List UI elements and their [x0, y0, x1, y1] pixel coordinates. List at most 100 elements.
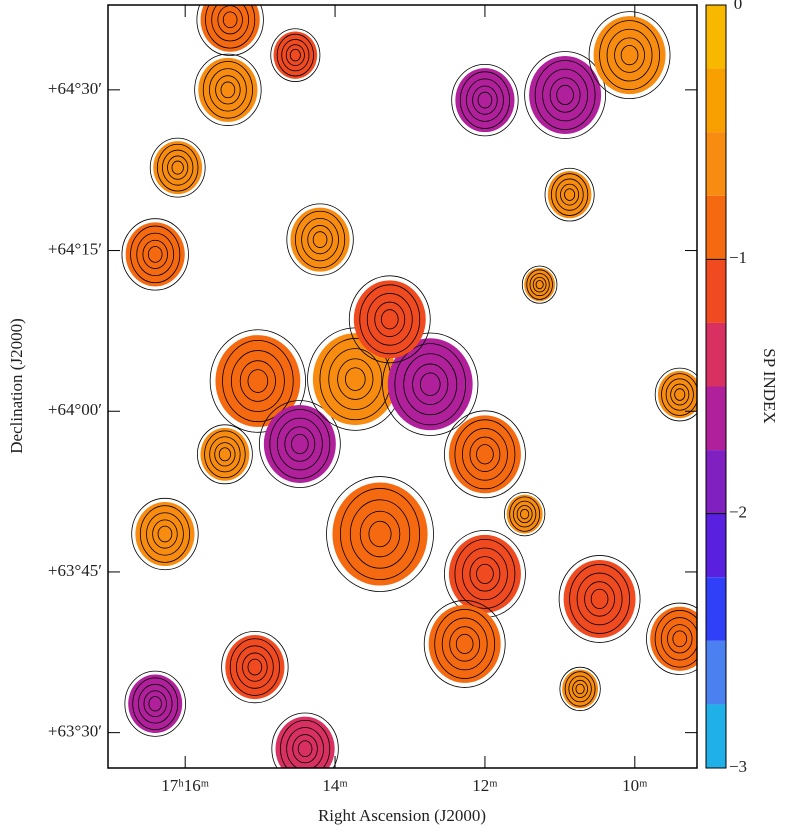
contour [235, 645, 274, 689]
contour [143, 690, 167, 718]
x-tick-label: 14ᵐ [322, 776, 347, 795]
source [225, 635, 285, 700]
contour [146, 512, 184, 556]
source [529, 55, 602, 134]
contour [423, 600, 506, 688]
source [215, 335, 301, 427]
contour [455, 633, 474, 654]
contour [559, 666, 601, 712]
contour [136, 232, 175, 277]
contour [472, 85, 498, 115]
contour [477, 91, 493, 109]
contour [564, 188, 576, 201]
colorbar-label: SP INDEX [760, 348, 779, 423]
contour [564, 671, 596, 707]
contour [509, 496, 541, 532]
contour [503, 491, 546, 537]
contour [196, 5, 264, 56]
contour [337, 358, 374, 400]
contour [209, 68, 247, 112]
contour [661, 373, 697, 416]
contour [394, 343, 466, 426]
source [448, 534, 521, 613]
contour [674, 388, 686, 401]
contour [542, 68, 589, 122]
contour [348, 275, 431, 364]
source [428, 604, 501, 683]
contour [328, 348, 383, 411]
colorbar-band [706, 5, 726, 69]
contour [606, 28, 653, 82]
contour [209, 329, 307, 433]
y-tick-label: +64°00′ [48, 400, 102, 419]
contour [366, 293, 413, 346]
contour [258, 400, 341, 488]
contour [451, 64, 519, 137]
contour [654, 367, 697, 422]
contour [167, 155, 189, 180]
contour [516, 505, 533, 524]
contour [449, 626, 481, 662]
contour [469, 556, 501, 592]
contour [556, 84, 574, 106]
contour [124, 670, 186, 737]
source [135, 501, 195, 567]
source [593, 16, 666, 95]
colorbar-band [706, 259, 726, 323]
contour [229, 638, 280, 696]
source [353, 280, 426, 359]
colorbar-band [706, 68, 726, 133]
contour [550, 173, 589, 216]
contour [660, 617, 697, 661]
contour [218, 447, 232, 462]
contour [132, 677, 179, 730]
contour [555, 178, 584, 211]
contour [524, 51, 607, 139]
contour [280, 719, 331, 768]
source [200, 427, 250, 481]
contour [359, 284, 421, 355]
colorbar-band [706, 386, 726, 451]
source [332, 482, 428, 586]
contour [382, 332, 479, 436]
source [125, 222, 185, 287]
source [263, 405, 336, 484]
contour [286, 727, 324, 768]
contour [276, 33, 314, 77]
contour [374, 301, 406, 337]
source [312, 333, 398, 426]
contour [162, 149, 194, 186]
contour [301, 217, 339, 262]
contour [532, 276, 547, 293]
contour [569, 564, 630, 634]
source [650, 606, 697, 671]
source [290, 207, 350, 272]
contour [469, 436, 501, 472]
source [657, 370, 697, 419]
contour [521, 265, 558, 304]
contour [412, 363, 449, 405]
contour [339, 488, 421, 581]
contour [130, 225, 181, 284]
contour [466, 78, 504, 122]
colorbar-tick-label: 0 [734, 0, 743, 13]
contour [157, 525, 173, 543]
contour [286, 203, 354, 276]
contour [285, 44, 305, 67]
plot-frame [107, 4, 698, 769]
contour [147, 246, 163, 263]
contour [462, 428, 508, 481]
source [524, 267, 556, 302]
contour [620, 45, 639, 66]
contour [230, 350, 285, 412]
x-tick-label: 17ʰ16ᵐ [161, 776, 209, 795]
y-tick-label: +63°45′ [48, 561, 102, 580]
colorbar-band [706, 450, 726, 514]
colorbar-band [706, 640, 726, 705]
contour [211, 5, 250, 42]
contour [476, 444, 494, 465]
contour [281, 39, 310, 72]
contour [568, 675, 592, 703]
contour [512, 500, 537, 528]
contour [222, 339, 294, 423]
